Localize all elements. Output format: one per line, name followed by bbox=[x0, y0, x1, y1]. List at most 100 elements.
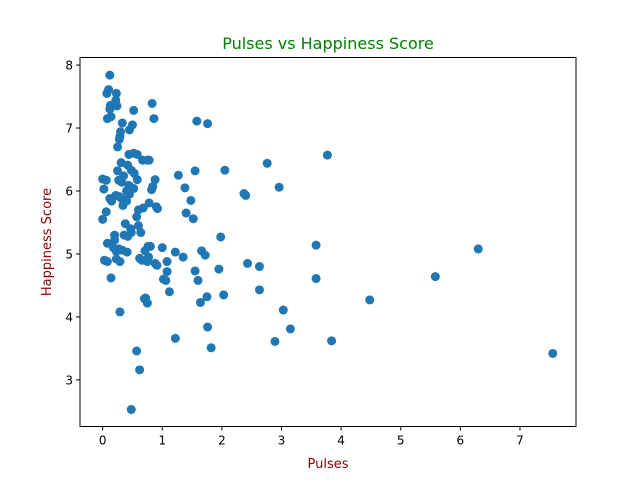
data-point bbox=[311, 240, 321, 250]
data-point bbox=[153, 204, 162, 214]
x-tick-label: 3 bbox=[278, 434, 286, 448]
data-point bbox=[203, 322, 213, 332]
data-point bbox=[124, 149, 134, 159]
y-tick-label: 5 bbox=[65, 247, 73, 261]
data-point bbox=[548, 348, 558, 358]
data-point bbox=[147, 185, 157, 195]
data-point bbox=[135, 365, 145, 375]
data-point bbox=[285, 324, 295, 334]
data-point bbox=[105, 104, 115, 114]
data-point bbox=[138, 203, 148, 213]
data-point bbox=[254, 262, 264, 272]
x-tick-label: 4 bbox=[337, 434, 345, 448]
data-point bbox=[113, 166, 123, 176]
data-point bbox=[99, 184, 109, 194]
data-point bbox=[101, 207, 111, 217]
data-point bbox=[107, 196, 117, 206]
data-point bbox=[214, 264, 224, 274]
data-point bbox=[137, 255, 147, 265]
data-point bbox=[150, 175, 160, 185]
data-point bbox=[123, 231, 133, 241]
data-point bbox=[111, 88, 121, 98]
y-tick-label: 4 bbox=[65, 310, 73, 324]
y-tick-label: 3 bbox=[65, 373, 73, 387]
data-point bbox=[124, 125, 134, 135]
data-point bbox=[157, 243, 167, 253]
data-point bbox=[181, 208, 191, 218]
data-point bbox=[117, 177, 127, 187]
data-point bbox=[365, 295, 375, 305]
data-point bbox=[195, 297, 205, 307]
data-point bbox=[124, 189, 134, 199]
data-point bbox=[106, 273, 116, 283]
x-tick-label: 6 bbox=[457, 434, 465, 448]
data-point bbox=[274, 182, 284, 192]
data-point bbox=[322, 150, 332, 160]
data-point bbox=[133, 221, 143, 231]
data-point bbox=[132, 212, 142, 222]
y-tick-label: 8 bbox=[65, 59, 73, 73]
data-point bbox=[241, 190, 251, 200]
y-tick-label: 7 bbox=[65, 122, 73, 136]
data-point bbox=[170, 247, 180, 257]
data-point bbox=[270, 336, 280, 346]
data-point bbox=[193, 275, 203, 285]
data-point bbox=[186, 195, 196, 205]
data-point bbox=[262, 158, 272, 168]
data-point bbox=[161, 275, 171, 285]
data-point bbox=[98, 214, 108, 224]
data-point bbox=[149, 114, 159, 124]
data-point bbox=[105, 70, 115, 80]
plot-frame bbox=[79, 57, 577, 427]
data-point bbox=[190, 166, 200, 176]
x-axis-label: Pulses bbox=[307, 457, 348, 472]
data-points-layer bbox=[98, 70, 558, 414]
data-point bbox=[327, 336, 337, 346]
data-point bbox=[113, 142, 123, 152]
data-point bbox=[115, 257, 125, 267]
data-point bbox=[311, 274, 321, 284]
data-point bbox=[102, 114, 112, 124]
data-point bbox=[112, 101, 122, 111]
data-point bbox=[192, 116, 202, 126]
data-point bbox=[178, 252, 188, 262]
chart-title: Pulses vs Happiness Score bbox=[222, 34, 434, 53]
data-point bbox=[132, 175, 142, 185]
data-point bbox=[162, 267, 172, 277]
data-point bbox=[188, 214, 198, 224]
data-point bbox=[243, 258, 253, 268]
data-point bbox=[142, 298, 152, 308]
x-tick-label: 2 bbox=[218, 434, 226, 448]
data-point bbox=[219, 290, 229, 300]
data-point bbox=[136, 228, 146, 238]
data-point bbox=[111, 246, 121, 256]
data-point bbox=[129, 105, 139, 115]
data-point bbox=[144, 155, 154, 165]
data-point bbox=[190, 266, 200, 276]
data-point bbox=[102, 88, 112, 98]
data-point bbox=[180, 183, 190, 193]
data-point bbox=[216, 232, 226, 242]
y-axis-ticks: 3 4 5 6 7 8 bbox=[65, 59, 80, 387]
x-tick-label: 5 bbox=[397, 434, 405, 448]
data-point bbox=[132, 346, 142, 356]
data-point bbox=[430, 272, 440, 282]
data-point bbox=[473, 244, 483, 254]
data-point bbox=[144, 198, 154, 208]
data-point bbox=[132, 149, 142, 159]
data-point bbox=[117, 118, 127, 128]
x-tick-label: 1 bbox=[158, 434, 166, 448]
y-axis-label: Happiness Score bbox=[40, 188, 55, 296]
data-point bbox=[202, 292, 212, 302]
data-point bbox=[126, 405, 136, 414]
y-tick-label: 6 bbox=[65, 184, 73, 198]
data-point bbox=[101, 175, 111, 185]
data-point bbox=[152, 260, 162, 270]
data-point bbox=[102, 257, 112, 267]
x-tick-label: 7 bbox=[516, 434, 524, 448]
data-point bbox=[206, 343, 216, 353]
data-point bbox=[200, 250, 210, 260]
x-tick-label: 0 bbox=[99, 434, 107, 448]
